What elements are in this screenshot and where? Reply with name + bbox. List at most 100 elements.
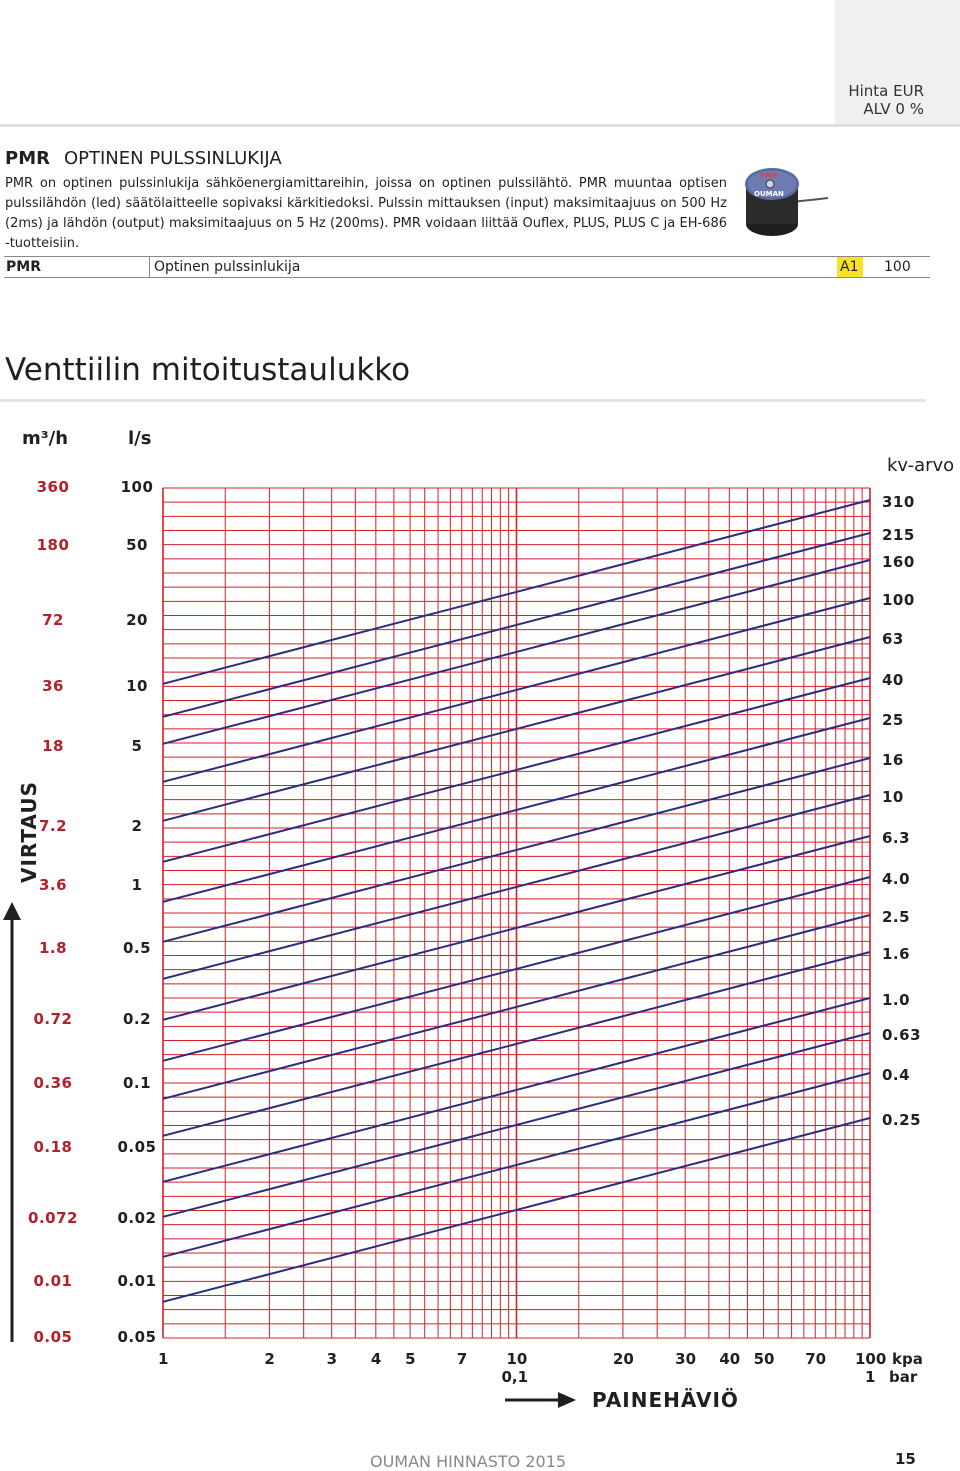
y-label-ls: 100 (120, 478, 154, 496)
y-label-ls: 20 (126, 611, 148, 629)
x-label-kpa: 3 (326, 1350, 338, 1368)
y-label-m3h: 0.36 (33, 1074, 73, 1092)
kv-label: 10 (882, 788, 904, 806)
price-header-line2: ALV 0 % (863, 100, 924, 118)
y-label-ls: 50 (126, 536, 148, 554)
kv-label: 0.25 (882, 1111, 922, 1129)
product-title: PMR OPTINEN PULSSINLUKIJA (5, 148, 282, 169)
x-label-kpa: 1 (158, 1350, 169, 1368)
kv-line-25 (162, 717, 871, 903)
device-label-pmr: PMR (760, 172, 778, 180)
kv-line-6.3 (162, 835, 871, 1021)
y-label-m3h: 7.2 (38, 817, 68, 835)
x-label-bar: 0,1 (501, 1368, 529, 1386)
kv-line-4 (162, 876, 871, 1062)
y-label-ls: 10 (126, 677, 148, 695)
kv-label: 100 (882, 591, 915, 609)
x-label-kpa: 20 (612, 1350, 634, 1368)
kv-title: kv-arvo (887, 455, 955, 476)
kv-label: 1.6 (882, 945, 911, 963)
header-m3h: m³/h (22, 428, 69, 449)
kv-line-0.25 (162, 1117, 871, 1303)
kv-line-40 (162, 677, 871, 863)
x-label-kpa: 50 (753, 1350, 775, 1368)
section-divider (0, 399, 926, 402)
kv-line-10 (162, 794, 871, 980)
y-label-m3h: 36 (42, 677, 64, 695)
kv-label: 6.3 (882, 829, 911, 847)
x-label-kpa: 7 (456, 1350, 468, 1368)
header-ls: l/s (128, 428, 152, 449)
kv-label: 25 (882, 711, 904, 729)
x-label-kpa: 4 (370, 1350, 382, 1368)
kv-line-1.6 (162, 951, 871, 1137)
order-name: Optinen pulssinlukija (154, 259, 301, 275)
kv-label: 4.0 (882, 870, 911, 888)
y-label-ls: 0.02 (117, 1209, 157, 1227)
kv-label: 0.63 (882, 1026, 922, 1044)
x-label-kpa: 40 (719, 1350, 741, 1368)
price-class-badge (837, 257, 863, 277)
product-code: PMR (5, 148, 50, 169)
x-unit-bar: bar (889, 1368, 918, 1386)
order-code: PMR (6, 259, 41, 275)
kv-label: 1.0 (882, 991, 911, 1009)
kv-line-310 (162, 499, 871, 685)
y-label-ls: 0.05 (117, 1328, 157, 1346)
product-description: PMR on optinen pulssinlukija sähköenergi… (5, 176, 727, 251)
kv-label: 40 (882, 671, 904, 689)
y-label-m3h: 0.01 (33, 1272, 73, 1290)
pmr-device-image: PMR OUMAN (745, 168, 829, 236)
kv-label: 2.5 (882, 908, 911, 926)
y-label-ls: 0.05 (117, 1138, 157, 1156)
kv-label: 160 (882, 553, 915, 571)
page-number: 15 (895, 1450, 916, 1468)
y-label-ls: 1 (131, 876, 143, 894)
y-label-m3h: 3.6 (38, 876, 68, 894)
kv-line-160 (162, 559, 871, 745)
kv-lines (162, 499, 871, 1303)
y-axis-title: VIRTAUS (17, 780, 42, 884)
price-header-line1: Hinta EUR (848, 82, 924, 100)
top-divider (0, 124, 960, 127)
order-separator (149, 257, 150, 277)
y-label-m3h: 0.072 (28, 1209, 78, 1227)
x-label-kpa: 30 (675, 1350, 697, 1368)
y-label-ls: 0.5 (122, 939, 152, 957)
y-label-m3h: 0.72 (33, 1010, 73, 1028)
kv-label: 0.4 (882, 1066, 911, 1084)
y-label-m3h: 360 (36, 478, 70, 496)
kv-line-1 (162, 997, 871, 1183)
y-label-m3h: 72 (42, 611, 64, 629)
x-unit-kpa: kpa (892, 1350, 923, 1368)
y-label-m3h: 18 (42, 737, 64, 755)
price-header: Hinta EUR ALV 0 % (848, 82, 924, 118)
kv-line-215 (162, 532, 871, 718)
footer-text: OUMAN HINNASTO 2015 (370, 1452, 567, 1471)
y-label-ls: 0.1 (122, 1074, 152, 1092)
y-label-ls: 5 (131, 737, 143, 755)
order-row: PMR Optinen pulssinlukija A1 100 (4, 256, 930, 278)
order-price: 100 (884, 259, 911, 275)
x-label-kpa: 100 (855, 1350, 887, 1368)
y-label-ls: 0.2 (122, 1010, 152, 1028)
virtaus-arrow-head (3, 902, 21, 920)
kv-label: 63 (882, 630, 904, 648)
painehavio-arrow-head (558, 1392, 576, 1408)
product-name: OPTINEN PULSSINLUKIJA (63, 148, 282, 169)
kv-line-63 (162, 636, 871, 822)
y-label-m3h: 1.8 (38, 939, 68, 957)
y-label-m3h: 180 (36, 536, 70, 554)
x-label-kpa: 2 (264, 1350, 275, 1368)
x-axis-title: PAINEHÄVIÖ (592, 1388, 739, 1412)
y-label-m3h: 0.18 (33, 1138, 73, 1156)
kv-line-0.63 (162, 1032, 871, 1218)
device-label-brand: OUMAN (754, 190, 784, 198)
price-header-panel (835, 0, 960, 125)
grid-horizontal-lines (163, 487, 870, 1339)
price-class: A1 (840, 259, 859, 275)
y-label-ls: 0.01 (117, 1272, 157, 1290)
section-title: Venttiilin mitoitustaulukko (5, 352, 411, 388)
kv-label: 215 (882, 526, 915, 544)
